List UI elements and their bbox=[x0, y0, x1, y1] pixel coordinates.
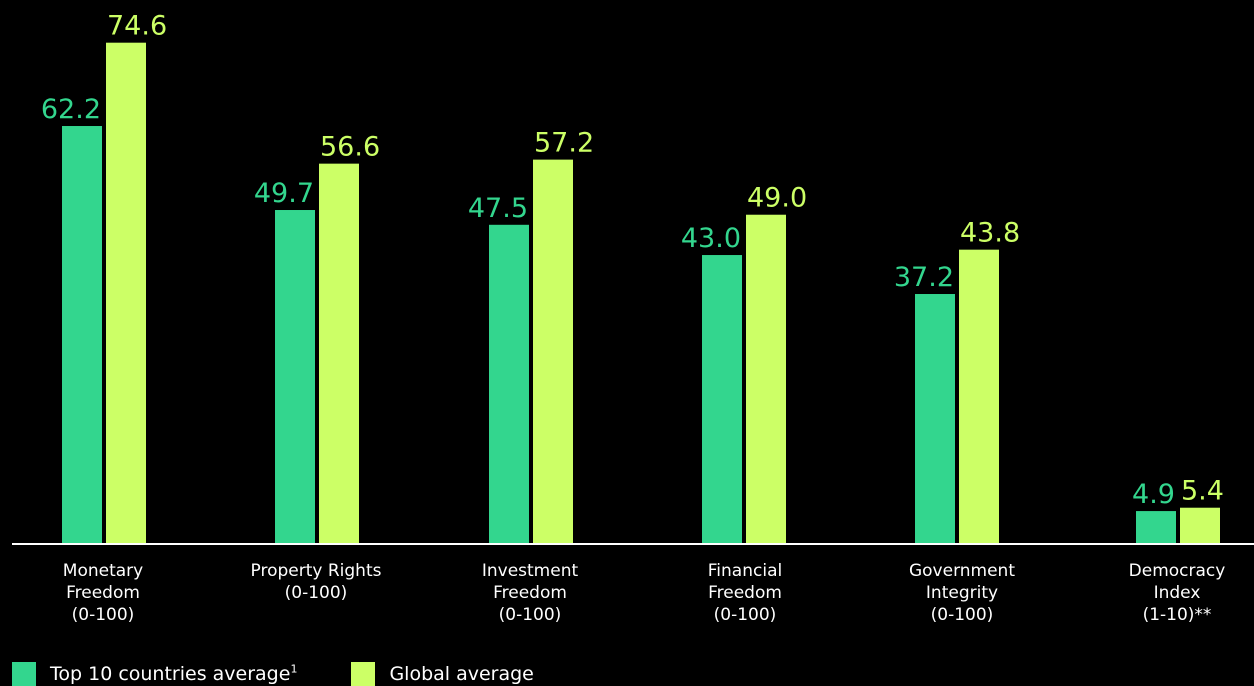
bar-top10-1 bbox=[275, 210, 315, 544]
bar-global-5 bbox=[1180, 508, 1220, 544]
legend-label-global: Global average bbox=[389, 663, 533, 685]
value-label-global-3: 49.0 bbox=[747, 183, 807, 214]
category-label-line: Freedom bbox=[493, 583, 567, 603]
category-label-line: (0-100) bbox=[931, 605, 994, 625]
legend: Top 10 countries average1 Global average bbox=[12, 662, 534, 686]
category-label-line: Monetary bbox=[63, 561, 143, 581]
category-label-line: Property Rights bbox=[251, 561, 382, 581]
value-label-top10-3: 43.0 bbox=[681, 223, 741, 254]
category-label-2: Investment Freedom (0-100) bbox=[482, 561, 579, 625]
legend-label-top10: Top 10 countries average1 bbox=[50, 663, 297, 685]
category-label-line: Integrity bbox=[926, 583, 998, 603]
legend-swatch-top10 bbox=[12, 662, 36, 686]
value-label-top10-0: 62.2 bbox=[41, 94, 101, 125]
bar-global-3 bbox=[746, 215, 786, 544]
value-label-top10-4: 37.2 bbox=[894, 262, 954, 293]
category-label-line: Freedom bbox=[708, 583, 782, 603]
category-label-line: Democracy bbox=[1129, 561, 1226, 581]
value-label-top10-5: 4.9 bbox=[1132, 479, 1175, 510]
legend-text-top10: Top 10 countries average bbox=[50, 663, 290, 685]
category-label-4: Government Integrity (0-100) bbox=[909, 561, 1015, 625]
category-label-line: (0-100) bbox=[285, 583, 348, 603]
bar-global-1 bbox=[319, 164, 359, 544]
category-label-1: Property Rights (0-100) bbox=[251, 561, 382, 603]
bar-global-0 bbox=[106, 43, 146, 544]
category-label-line: Government bbox=[909, 561, 1015, 581]
value-label-top10-2: 47.5 bbox=[468, 193, 528, 224]
category-labels-layer: Monetary Freedom (0-100)Property Rights (0-… bbox=[63, 561, 1226, 625]
category-label-line: Freedom bbox=[66, 583, 140, 603]
category-label-line: (1-10)** bbox=[1143, 605, 1212, 625]
value-labels-layer: 62.2 74.6 49.756.6 47.5 57.2 43.049.0 37.243.8… bbox=[41, 11, 1224, 510]
legend-footnote-top10: 1 bbox=[290, 663, 297, 676]
value-label-global-5: 5.4 bbox=[1181, 476, 1224, 507]
category-label-0: Monetary Freedom (0-100) bbox=[63, 561, 143, 625]
category-label-line: Index bbox=[1154, 583, 1201, 603]
category-label-line: Investment bbox=[482, 561, 579, 581]
value-label-global-2: 57.2 bbox=[534, 128, 594, 159]
value-label-global-0: 74.6 bbox=[107, 11, 167, 42]
legend-swatch-global bbox=[351, 662, 375, 686]
category-label-5: Democracy Index (1-10)** bbox=[1129, 561, 1226, 625]
value-label-global-4: 43.8 bbox=[960, 218, 1020, 249]
bar-top10-4 bbox=[915, 294, 955, 544]
bars-layer bbox=[62, 43, 1220, 544]
category-label-line: (0-100) bbox=[72, 605, 135, 625]
bar-top10-5 bbox=[1136, 511, 1176, 544]
value-label-global-1: 56.6 bbox=[320, 132, 380, 163]
legend-item-global: Global average bbox=[351, 662, 533, 686]
legend-item-top10: Top 10 countries average1 bbox=[12, 662, 297, 686]
bar-top10-2 bbox=[489, 225, 529, 544]
category-label-line: Financial bbox=[708, 561, 782, 581]
bar-chart: 62.2 74.6 49.756.6 47.5 57.2 43.049.0 37.243.8… bbox=[0, 0, 1254, 650]
value-label-top10-1: 49.7 bbox=[254, 178, 314, 209]
category-label-line: (0-100) bbox=[499, 605, 562, 625]
category-label-3: Financial Freedom (0-100) bbox=[708, 561, 782, 625]
category-label-line: (0-100) bbox=[714, 605, 777, 625]
bar-global-4 bbox=[959, 250, 999, 544]
bar-global-2 bbox=[533, 160, 573, 544]
bar-top10-3 bbox=[702, 255, 742, 544]
bar-top10-0 bbox=[62, 126, 102, 544]
